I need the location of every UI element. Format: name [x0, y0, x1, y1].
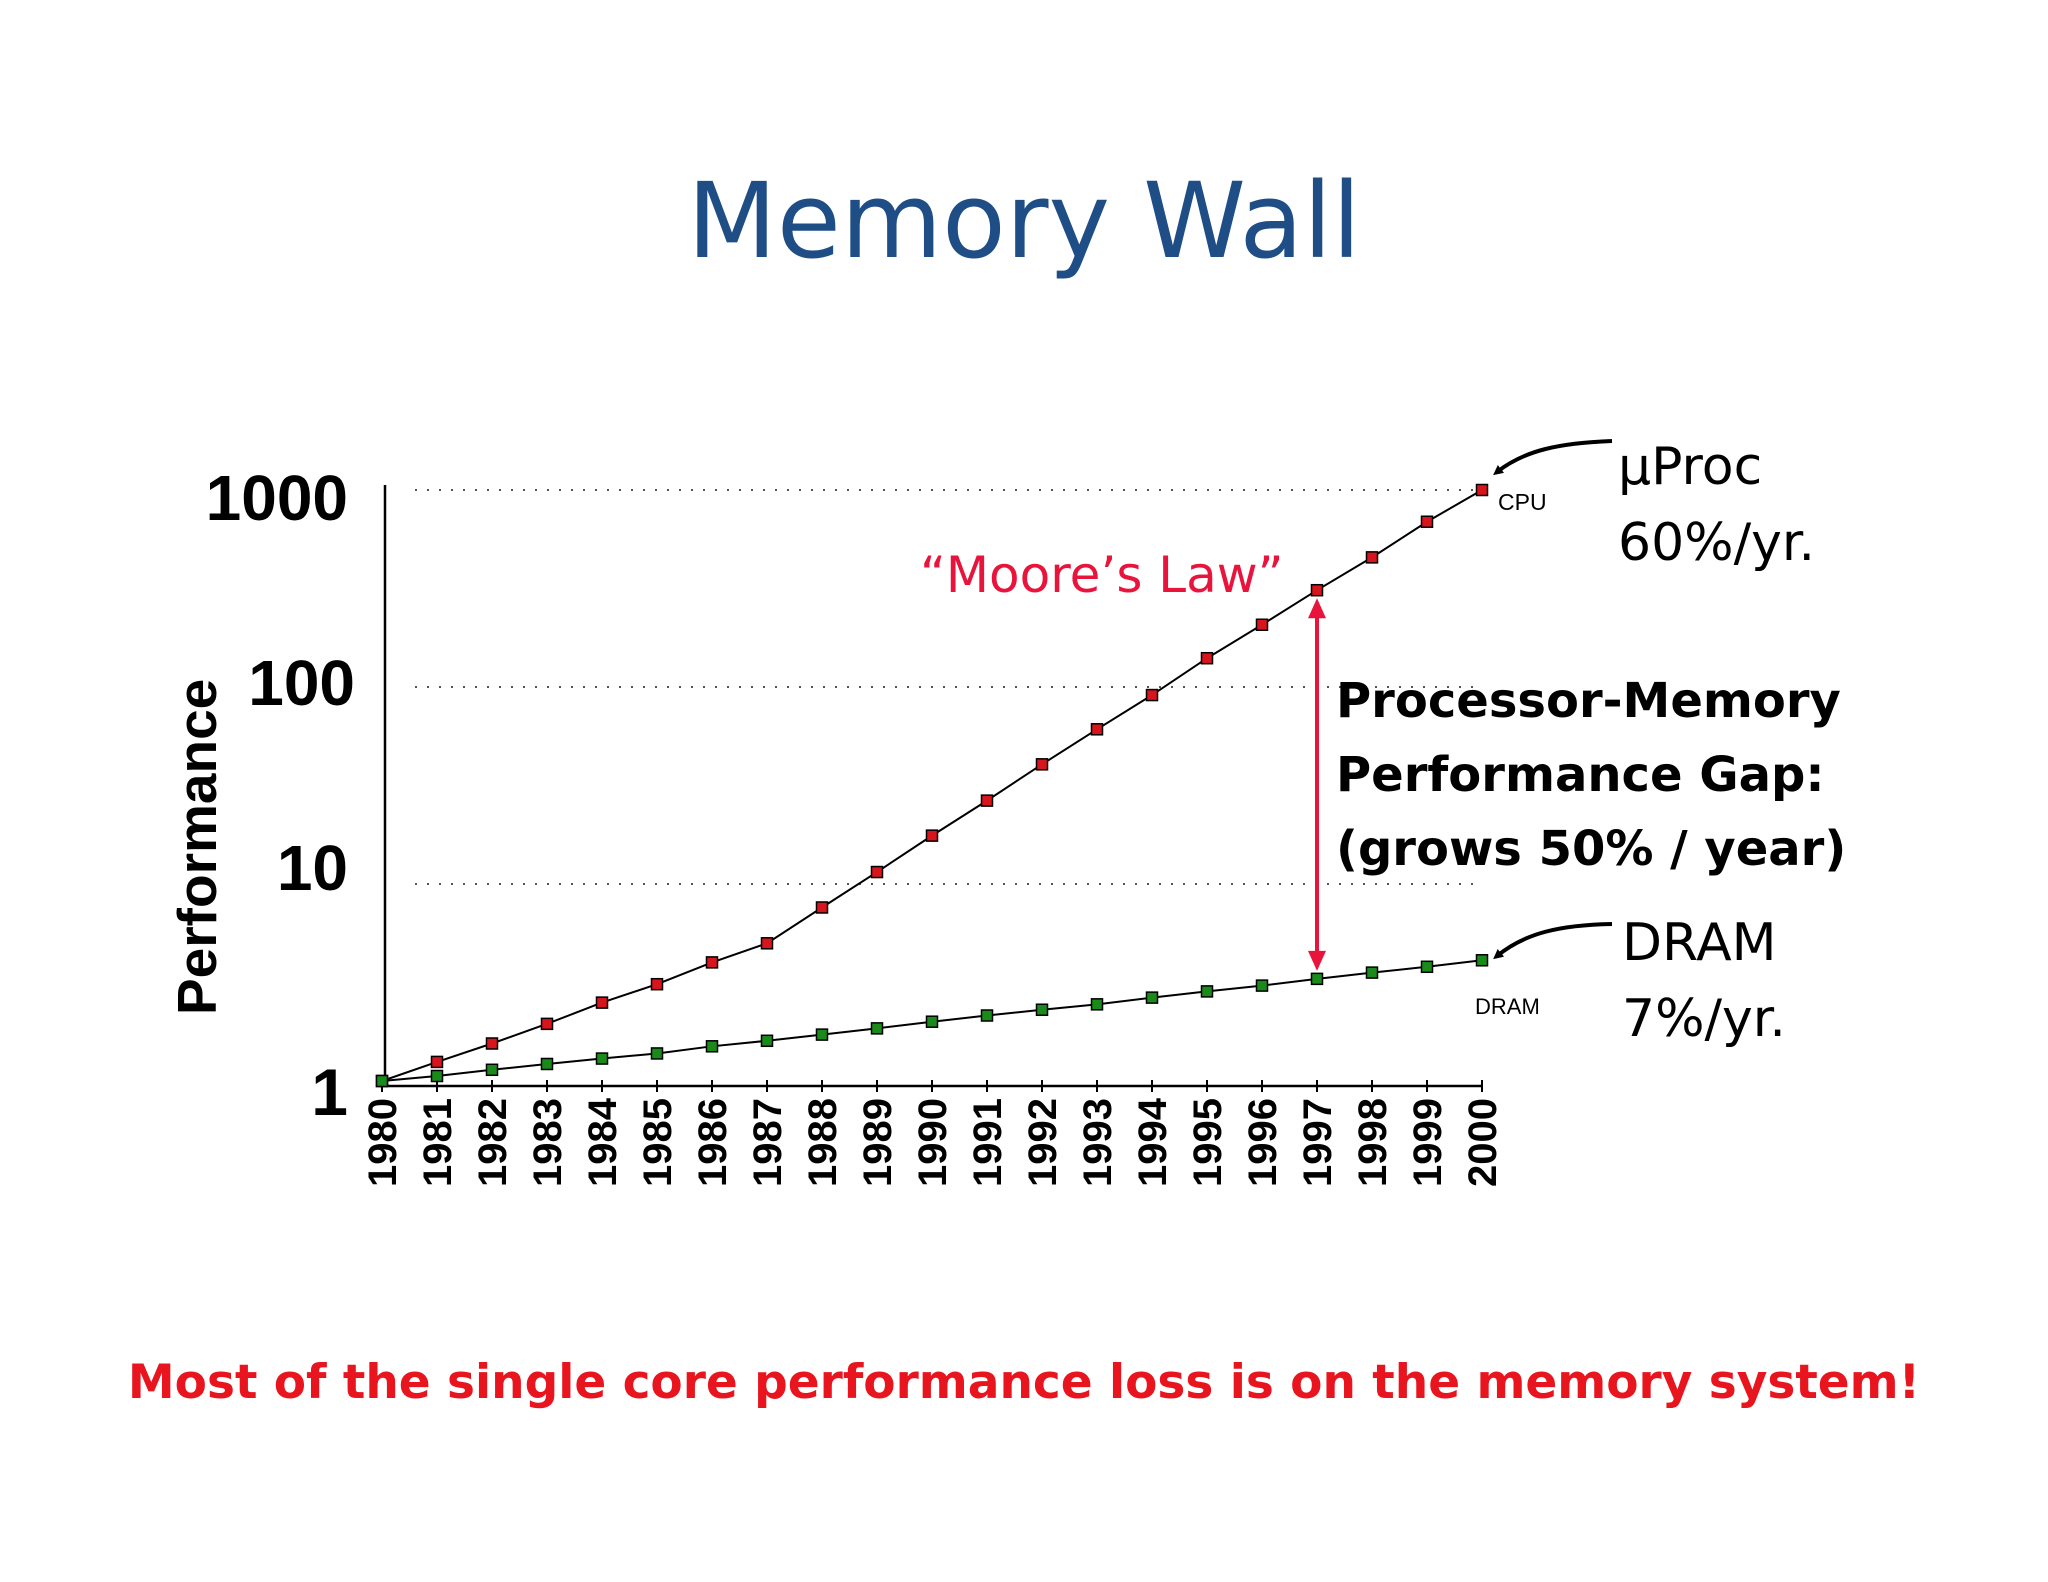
dram-point-1989: [870, 1022, 884, 1035]
cpu-annotation-line-1: µProc: [1618, 437, 1762, 497]
dram-point-1984: [595, 1052, 609, 1065]
dram-point-1996: [1255, 979, 1269, 992]
dram-point-1987: [760, 1034, 774, 1048]
cpu-point-2000: [1475, 483, 1489, 497]
dram-annotation-line-1: DRAM: [1622, 913, 1777, 973]
dram-point-1998: [1365, 966, 1379, 979]
dram-point-1982: [485, 1063, 499, 1077]
x-tick-label-1995: 1995: [1186, 1098, 1230, 1187]
x-tick-label-1981: 1981: [416, 1098, 460, 1187]
x-tick-label-1989: 1989: [856, 1098, 900, 1187]
dram-point-1999: [1420, 960, 1434, 974]
dram-point-1988: [815, 1028, 829, 1041]
cpu-point-1994: [1145, 688, 1159, 702]
y-tick-label-100: 100: [248, 647, 355, 719]
y-tick-label-1: 1: [311, 1055, 348, 1129]
moores-law-label: “Moore’s Law”: [920, 546, 1284, 604]
cpu-point-1997: [1310, 583, 1324, 597]
gap-annotation-line-3: (grows 50% / year): [1336, 821, 1846, 877]
dram-point-1981: [430, 1069, 444, 1083]
x-tick-label-1985: 1985: [636, 1098, 680, 1187]
cpu-point-1986: [705, 956, 719, 969]
cpu-point-1983: [540, 1017, 554, 1031]
x-tick-label-1996: 1996: [1241, 1098, 1285, 1187]
gap-arrow-head-bottom: [1308, 950, 1326, 971]
x-tick-label-2000: 2000: [1461, 1098, 1505, 1187]
performance-gap-arrow: [1308, 598, 1326, 971]
dram-point-1985: [650, 1047, 664, 1060]
dram-point-1995: [1200, 985, 1214, 998]
y-tick-label-10: 10: [277, 832, 348, 904]
dram-point-1991: [980, 1009, 994, 1022]
dram-annotation-line-2: 7%/yr.: [1622, 989, 1786, 1049]
x-tick-label-1986: 1986: [691, 1098, 735, 1187]
y-tick-label-1000: 1000: [206, 462, 348, 534]
x-tick-label-1999: 1999: [1406, 1098, 1450, 1187]
x-tick-label-1983: 1983: [526, 1098, 570, 1187]
x-tick-label-1998: 1998: [1351, 1098, 1395, 1187]
x-tick-label-1992: 1992: [1021, 1098, 1065, 1187]
y-axis-label: Performance: [166, 679, 228, 1015]
x-tick-label-1982: 1982: [471, 1098, 515, 1187]
cpu-point-1985: [650, 977, 664, 991]
footer-note: Most of the single core performance loss…: [127, 1355, 1921, 1410]
axes: 1980 1981 1982 1983 1984 1985 1986 1987 1988 1989…: [166, 462, 1505, 1187]
x-tick-label-1987: 1987: [746, 1098, 790, 1187]
x-tick-label-1984: 1984: [581, 1097, 625, 1187]
x-tick-label-1988: 1988: [801, 1098, 845, 1187]
dram-point-1990: [925, 1015, 939, 1028]
cpu-point-1984: [595, 996, 609, 1009]
cpu-point-1987: [760, 937, 774, 950]
cpu-point-1988: [815, 901, 829, 914]
dram-point-1980: [375, 1074, 389, 1088]
cpu-point-1982: [485, 1037, 499, 1050]
gap-arrow-head-top: [1308, 598, 1326, 619]
dram-point-1983: [540, 1057, 554, 1071]
x-tick-label-1997: 1997: [1296, 1098, 1340, 1187]
dram-point-1992: [1035, 1003, 1049, 1016]
cpu-annotation-line-2: 60%/yr.: [1618, 513, 1815, 573]
cpu-point-1989: [870, 865, 884, 879]
dram-point-1986: [705, 1040, 719, 1053]
cpu-point-1995: [1200, 651, 1214, 665]
cpu-series-label: CPU: [1498, 489, 1547, 515]
cpu-point-1999: [1420, 515, 1434, 528]
dram-pointer-arrow: [1493, 922, 1613, 960]
dram-series-label: DRAM: [1475, 994, 1540, 1019]
series: [375, 483, 1489, 1088]
x-tick-label-1990: 1990: [911, 1098, 955, 1187]
cpu-point-1993: [1090, 723, 1104, 736]
x-tick-label-1980: 1980: [361, 1098, 405, 1187]
dram-point-1993: [1090, 998, 1104, 1011]
cpu-point-1998: [1365, 551, 1379, 564]
cpu-point-1981: [430, 1055, 444, 1069]
gap-annotation-line-2: Performance Gap:: [1336, 747, 1825, 803]
cpu-point-1991: [980, 794, 994, 807]
x-tick-label-1994: 1994: [1131, 1097, 1175, 1187]
x-tick-label-1991: 1991: [966, 1098, 1010, 1187]
x-tick-label-1993: 1993: [1076, 1098, 1120, 1187]
cpu-point-1996: [1255, 618, 1269, 632]
dram-point-2000: [1475, 954, 1489, 967]
labels: CPU DRAM µProc 60%/yr. DRAM 7%/yr. “Moore’s La…: [920, 437, 1846, 1049]
cpu-pointer-arrow: [1493, 439, 1613, 476]
cpu-point-1990: [925, 829, 939, 842]
gap-annotation-line-1: Processor-Memory: [1336, 673, 1841, 729]
slide-title: Memory Wall: [687, 160, 1361, 282]
cpu-point-1992: [1035, 758, 1049, 771]
dram-point-1997: [1310, 972, 1324, 986]
dram-point-1994: [1145, 991, 1159, 1004]
